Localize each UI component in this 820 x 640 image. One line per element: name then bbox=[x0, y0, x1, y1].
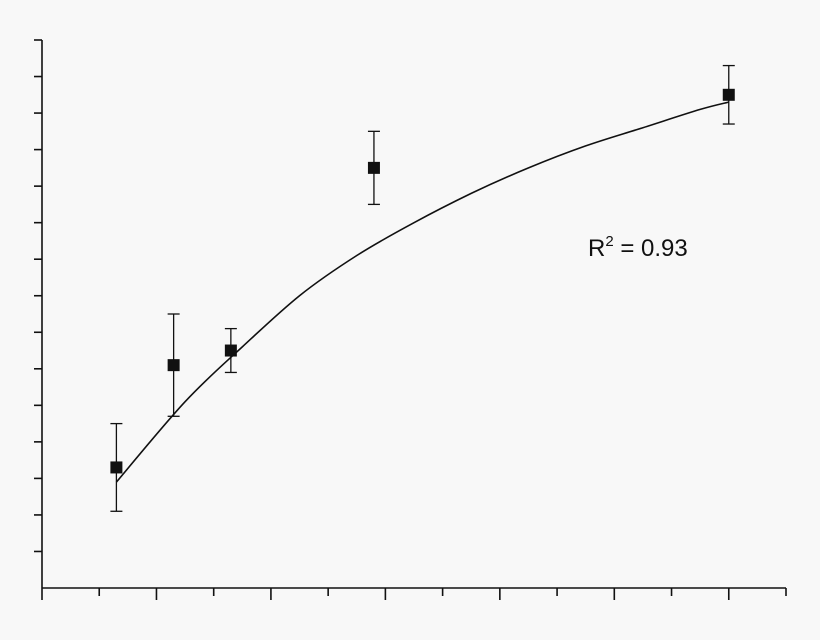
data-points bbox=[110, 64, 735, 512]
data-point-group bbox=[722, 64, 735, 125]
data-point-group bbox=[167, 313, 180, 417]
fit-curve-group bbox=[115, 101, 729, 483]
data-point-marker bbox=[367, 161, 380, 174]
axes bbox=[34, 39, 787, 600]
r-squared-annotation: R2 = 0.93 bbox=[588, 233, 688, 262]
data-point-marker bbox=[722, 88, 735, 101]
data-point-marker bbox=[167, 359, 180, 372]
data-point-group bbox=[110, 422, 123, 512]
data-point-group bbox=[367, 130, 380, 206]
fit-curve-line bbox=[115, 101, 729, 483]
data-point-marker bbox=[224, 344, 237, 357]
data-point-marker bbox=[110, 461, 123, 474]
data-point-group bbox=[224, 327, 237, 374]
